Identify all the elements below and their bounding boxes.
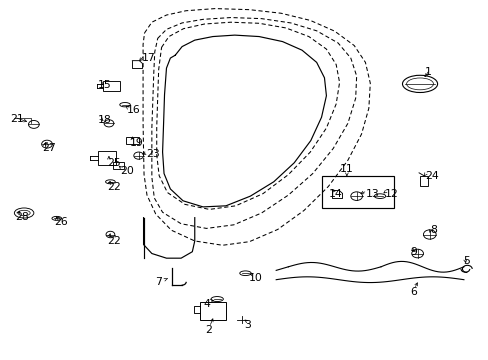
Text: 10: 10 <box>248 273 262 283</box>
Text: 20: 20 <box>120 166 134 176</box>
Text: 17: 17 <box>142 53 156 63</box>
Text: 7: 7 <box>154 277 161 287</box>
Text: 5: 5 <box>462 256 469 266</box>
Text: 16: 16 <box>126 105 140 115</box>
Text: 9: 9 <box>409 247 416 257</box>
Text: 13: 13 <box>365 189 378 199</box>
Text: 23: 23 <box>146 149 160 159</box>
Text: 15: 15 <box>98 80 112 90</box>
Text: 22: 22 <box>107 236 121 246</box>
Bar <box>113 162 124 169</box>
Bar <box>199 302 226 320</box>
Text: 1: 1 <box>424 67 431 77</box>
Text: 19: 19 <box>130 139 143 148</box>
Bar <box>321 176 393 208</box>
Text: 22: 22 <box>107 182 121 192</box>
Bar <box>98 151 115 165</box>
Text: 26: 26 <box>54 217 68 227</box>
Text: 4: 4 <box>203 299 210 309</box>
Text: 3: 3 <box>244 320 251 330</box>
Text: 2: 2 <box>205 325 212 335</box>
Bar <box>419 176 427 186</box>
Text: 25: 25 <box>107 158 121 168</box>
Text: 21: 21 <box>10 114 24 124</box>
Text: 27: 27 <box>42 143 56 153</box>
Text: 8: 8 <box>429 225 436 235</box>
Text: 6: 6 <box>409 287 416 297</box>
Text: 11: 11 <box>339 164 353 174</box>
Text: 24: 24 <box>424 171 438 181</box>
Bar <box>103 81 120 91</box>
Bar <box>125 136 139 144</box>
Text: 14: 14 <box>328 189 342 199</box>
Text: 18: 18 <box>98 115 112 125</box>
Text: 12: 12 <box>384 189 397 199</box>
Text: 28: 28 <box>15 212 29 221</box>
